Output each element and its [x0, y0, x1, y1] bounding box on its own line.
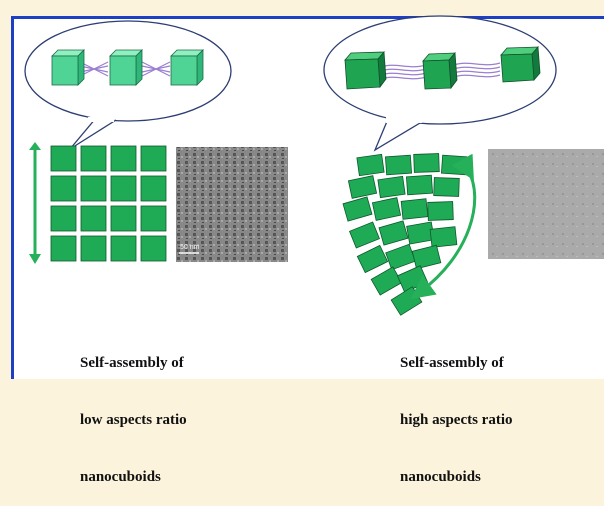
grid-nanocube [80, 175, 107, 202]
tem-micrograph-high-ratio [488, 149, 604, 259]
fan-nanocuboid [405, 174, 434, 196]
fan-nanocuboid [384, 154, 413, 176]
diagram-canvas: 50 nm [24, 15, 604, 316]
nanocuboid [500, 46, 541, 83]
scale-bar-label: 50 nm [180, 244, 200, 251]
square-superlattice-grid [50, 145, 167, 262]
linked-cuboid-chain-long [344, 46, 541, 90]
fan-nanocuboid [413, 153, 440, 173]
fan-nanocuboid [347, 175, 378, 199]
assembly-direction-arrow-vertical [29, 142, 41, 264]
left-caption-line: low aspects ratio [80, 412, 187, 428]
nanocube [109, 49, 143, 86]
right-caption-line: Self-assembly of [400, 355, 504, 371]
left-caption-line: Self-assembly of [80, 355, 184, 371]
grid-nanocube [80, 235, 107, 262]
nanocube [51, 49, 85, 86]
grid-nanocube [50, 235, 77, 262]
fan-nanocuboid [370, 266, 403, 296]
fan-nanocuboid [427, 201, 454, 221]
fan-nanocuboid [429, 226, 458, 248]
linked-cube-chain-short [51, 49, 204, 86]
grid-nanocube [140, 145, 167, 172]
fan-nanocuboid [349, 221, 380, 249]
fan-nanocuboid [440, 154, 469, 176]
left-caption: Self-assembly of low aspects ratio nanoc… [80, 316, 187, 506]
grid-nanocube [80, 205, 107, 232]
right-caption: Self-assembly of high aspects ratio nano… [400, 316, 513, 506]
grid-nanocube [50, 145, 77, 172]
nanocube [170, 49, 204, 86]
nanocuboid [422, 52, 458, 90]
fan-nanocuboid [385, 243, 416, 271]
fan-nanocuboid [400, 198, 429, 220]
left-caption-line: nanocuboids [80, 469, 161, 485]
grid-nanocube [140, 175, 167, 202]
grid-nanocube [110, 235, 137, 262]
right-caption-line: nanocuboids [400, 469, 481, 485]
grid-nanocube [140, 205, 167, 232]
fan-nanocuboid [356, 244, 389, 274]
assembly-direction-arrow-curved [410, 153, 477, 300]
tem-micrograph-low-ratio: 50 nm [176, 147, 288, 262]
grid-nanocube [50, 205, 77, 232]
nanocuboid [344, 51, 387, 90]
fan-nanocuboid [433, 177, 460, 197]
grid-nanocube [110, 145, 137, 172]
grid-nanocube [110, 175, 137, 202]
fan-nanocuboid [390, 286, 423, 316]
grid-nanocube [80, 145, 107, 172]
fan-nanocuboid [371, 197, 402, 221]
fan-nanocuboid [411, 244, 442, 270]
grid-nanocube [140, 235, 167, 262]
fan-nanocuboid [356, 153, 385, 177]
grid-nanocube [110, 205, 137, 232]
right-caption-line: high aspects ratio [400, 412, 513, 428]
fan-nanocuboid [342, 196, 373, 222]
fan-nanocuboid [378, 220, 409, 246]
grid-nanocube [50, 175, 77, 202]
curved-superlattice-fan [342, 153, 469, 316]
fan-nanocuboid [377, 175, 406, 199]
